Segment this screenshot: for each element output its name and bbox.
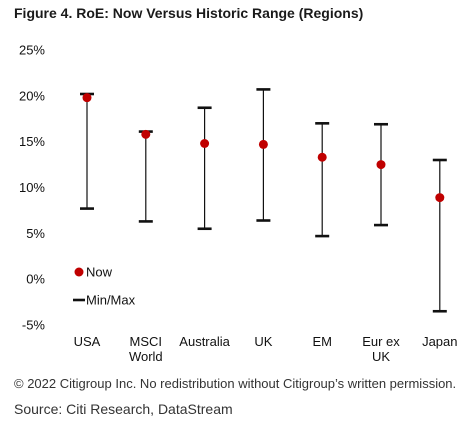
y-tick-label: 20% [19,88,45,103]
x-tick-label: UK [254,334,272,349]
y-tick-label: 10% [19,180,45,195]
now-marker [258,139,268,149]
x-tick-label: Australia [179,334,230,349]
x-tick-label: MSCI [130,334,163,349]
y-tick-label: 25% [19,43,45,58]
legend-min-max-label: Min/Max [86,293,136,308]
min-max-ranges [80,88,447,313]
x-tick-label: EM [312,334,332,349]
legend-now-marker [74,267,84,277]
chart-title: Figure 4. RoE: Now Versus Historic Range… [14,5,364,21]
now-marker [317,152,327,162]
now-marker [200,139,210,148]
now-marker [82,93,92,103]
copyright-note: © 2022 Citigroup Inc. No redistribution … [14,376,457,391]
x-tick-label: World [129,349,163,364]
y-tick-label: 15% [19,134,45,149]
now-markers [82,93,445,203]
x-tick-label: UK [372,349,390,364]
y-tick-label: -5% [22,318,46,333]
y-tick-label: 5% [26,226,45,241]
now-marker [141,129,151,139]
y-tick-label: 0% [26,272,45,287]
now-marker [435,193,445,203]
x-tick-label: Eur ex [362,334,400,349]
legend-now-label: Now [86,265,113,280]
now-marker [376,160,386,170]
y-axis: -5% 0% 5% 10% 15% 20% 25% [19,43,45,333]
x-tick-label: Japan [422,334,457,349]
source-note: Source: Citi Research, DataStream [14,401,233,417]
legend: Now Min/Max [73,265,136,308]
x-tick-label: USA [74,334,101,349]
